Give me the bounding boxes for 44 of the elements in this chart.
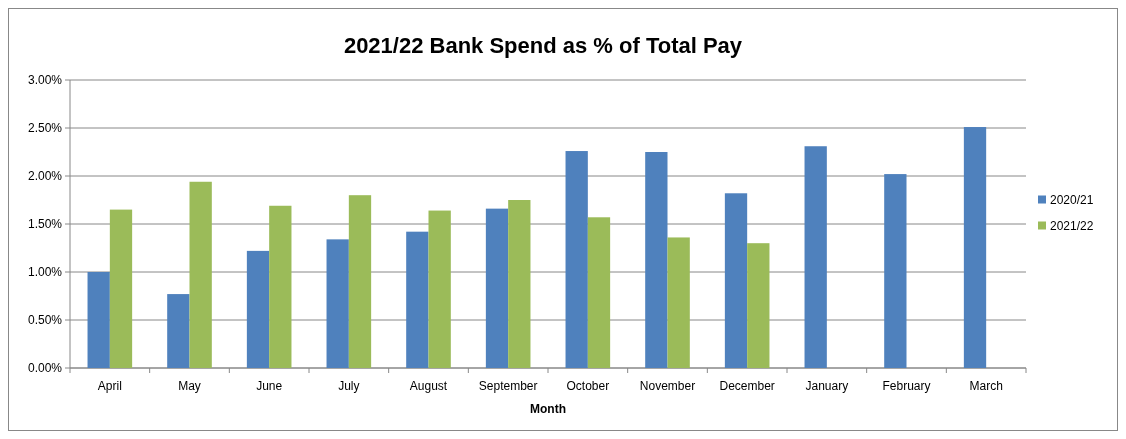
bar (269, 205, 292, 368)
x-tick-label: August (409, 379, 448, 393)
y-tick-label: 0.50% (27, 313, 63, 328)
x-tick-label: November (639, 379, 696, 393)
x-tick-label: October (566, 379, 610, 393)
bar (326, 239, 349, 368)
y-tick-label: 0.00% (27, 361, 63, 376)
x-tick-label: December (719, 379, 775, 393)
x-tick-label: July (338, 379, 360, 393)
y-tick-label: 2.50% (27, 121, 63, 136)
x-tick-label: May (178, 379, 201, 393)
y-tick-label: 3.00% (27, 73, 63, 88)
legend-label: 2021/22 (1050, 218, 1094, 233)
bar (884, 174, 907, 368)
bar (189, 181, 212, 368)
y-tick-label: 2.00% (27, 169, 63, 184)
bar (804, 146, 827, 368)
x-tick-label: February (882, 379, 931, 393)
bar (428, 210, 451, 368)
y-tick-label: 1.00% (27, 265, 63, 280)
x-axis-title: Month (530, 402, 566, 416)
bar (565, 151, 588, 368)
bar (348, 195, 372, 368)
y-tick-label: 1.50% (27, 217, 63, 232)
bar (406, 231, 429, 368)
x-tick-label: March (969, 379, 1003, 393)
bar (87, 272, 110, 368)
bar (167, 294, 190, 368)
bar (587, 217, 611, 368)
bar (747, 243, 770, 368)
chart-title: 2021/22 Bank Spend as % of Total Pay (343, 33, 743, 58)
bar (963, 127, 987, 368)
bar (508, 200, 531, 368)
bar (485, 208, 509, 368)
bar (724, 193, 748, 368)
x-tick-label: September (478, 379, 538, 393)
x-tick-label: April (97, 379, 122, 393)
bar (645, 152, 668, 368)
legend-label: 2020/21 (1050, 192, 1094, 207)
x-tick-label: January (805, 379, 849, 393)
bar (667, 237, 690, 368)
bar (109, 209, 133, 368)
x-tick-label: June (256, 379, 283, 393)
bar (246, 250, 270, 368)
